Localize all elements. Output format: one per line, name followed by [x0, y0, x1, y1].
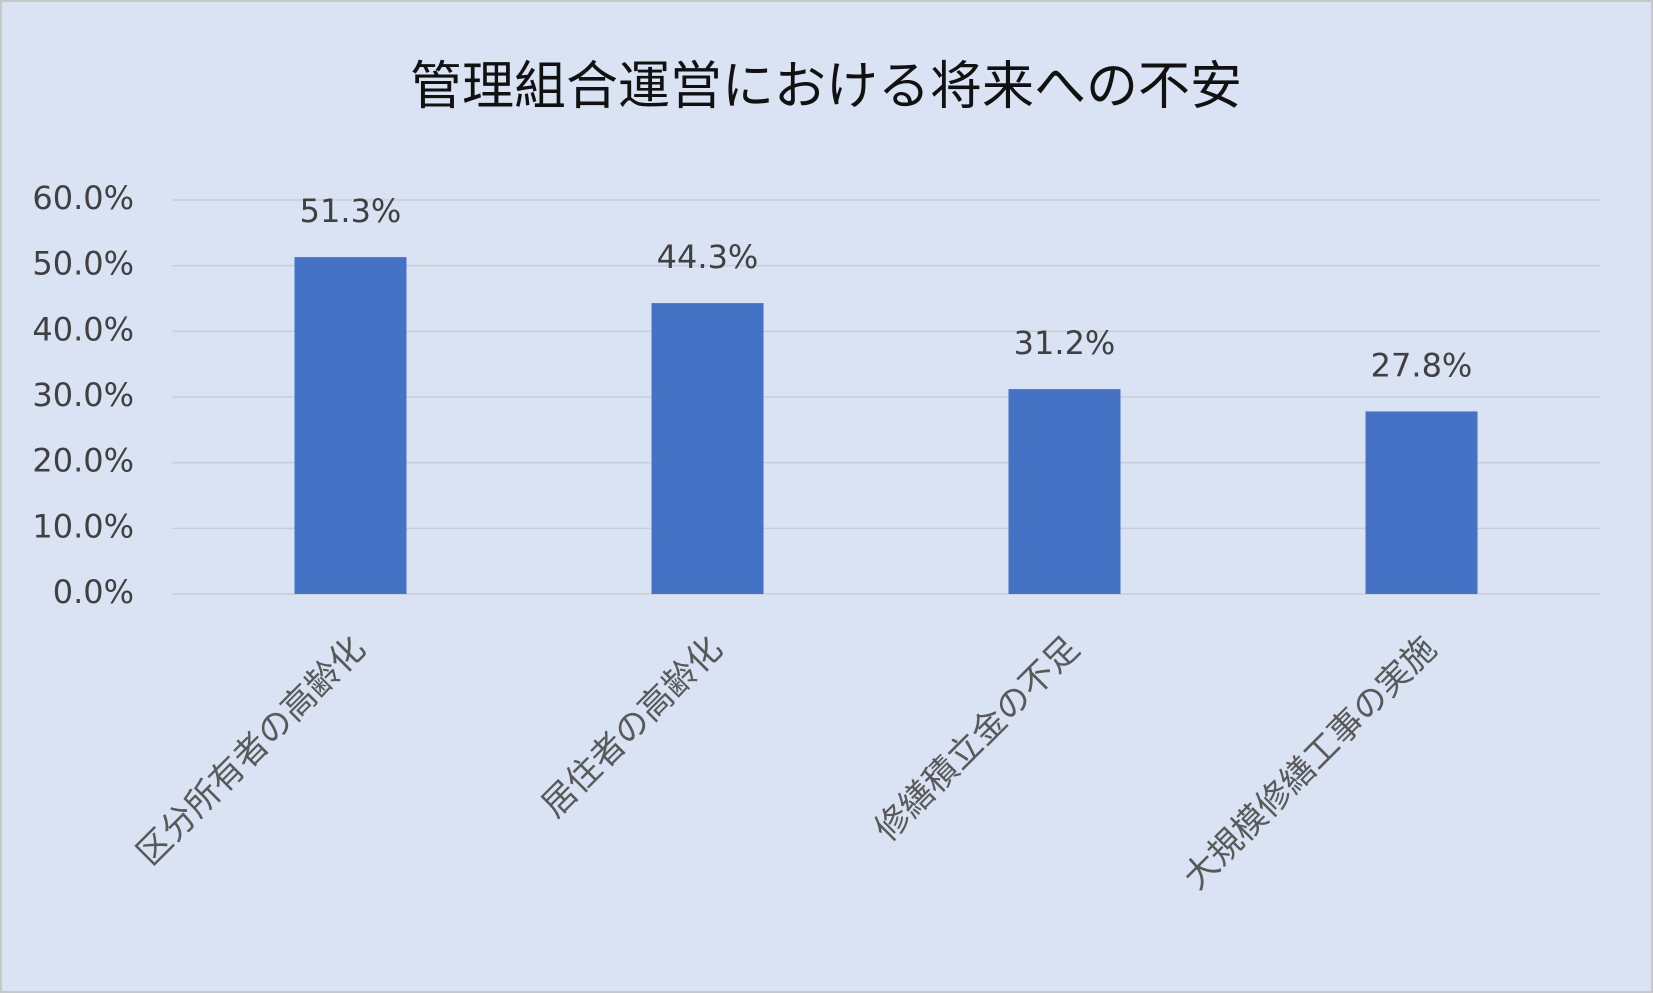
chart-title: 管理組合運営における将来への不安	[410, 57, 1242, 117]
y-tick-label: 10.0%	[32, 507, 134, 545]
data-label: 27.8%	[1371, 346, 1473, 384]
bar	[294, 257, 407, 594]
y-tick-label: 0.0%	[53, 573, 134, 611]
y-tick-label: 30.0%	[32, 376, 134, 414]
y-tick-label: 50.0%	[32, 245, 134, 283]
y-tick-label: 60.0%	[32, 179, 134, 217]
data-label: 51.3%	[300, 192, 402, 230]
data-label: 31.2%	[1014, 324, 1116, 362]
data-label: 44.3%	[657, 238, 759, 276]
y-tick-label: 40.0%	[32, 310, 134, 348]
bar	[1008, 389, 1121, 594]
y-tick-label: 20.0%	[32, 442, 134, 480]
bar	[1365, 411, 1478, 594]
bar	[651, 303, 764, 594]
